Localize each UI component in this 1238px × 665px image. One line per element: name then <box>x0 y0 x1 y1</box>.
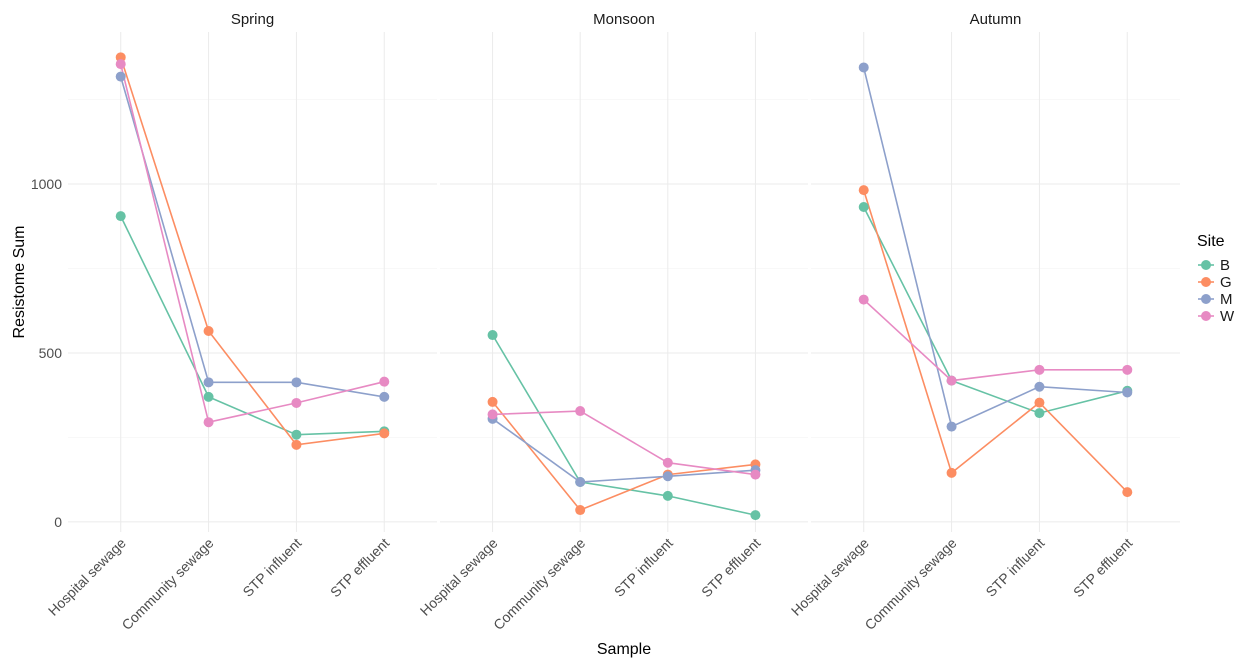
series-lines <box>119 57 1128 516</box>
data-point-W <box>115 59 126 70</box>
legend-title: Site <box>1197 233 1225 250</box>
data-point-G <box>203 325 214 336</box>
x-tick-label: STP effluent <box>327 535 393 601</box>
y-tick-label: 1000 <box>31 176 62 192</box>
data-point-W <box>379 376 390 387</box>
data-point-M <box>946 421 957 432</box>
legend-label: B <box>1220 257 1230 274</box>
legend-key-point <box>1201 294 1211 304</box>
legend-key-point <box>1201 277 1211 287</box>
data-point-G <box>291 439 302 450</box>
data-point-G <box>379 428 390 439</box>
data-point-G <box>575 505 586 516</box>
facet-label: Monsoon <box>593 11 655 28</box>
data-point-W <box>487 409 498 420</box>
data-point-M <box>291 377 302 388</box>
data-point-W <box>291 397 302 408</box>
legend-label: G <box>1220 274 1232 291</box>
data-point-B <box>662 490 673 501</box>
series-line-M-spring <box>119 76 385 398</box>
x-tick-label: Hospital sewage <box>788 535 872 619</box>
data-point-W <box>858 294 869 305</box>
x-tick-label: Community sewage <box>861 535 959 633</box>
x-tick-label: Hospital sewage <box>417 535 501 619</box>
data-point-B <box>750 510 761 521</box>
series-line-W-autumn <box>863 299 1128 382</box>
data-point-M <box>662 471 673 482</box>
data-point-G <box>1034 397 1045 408</box>
series-line-G-autumn <box>862 189 1128 493</box>
gridlines <box>68 32 1180 532</box>
data-point-M <box>379 391 390 402</box>
data-point-W <box>946 375 957 386</box>
series-line-M-monsoon <box>492 418 756 483</box>
data-point-M <box>1034 381 1045 392</box>
x-tick-label: Community sewage <box>490 535 588 633</box>
x-tick-label: STP influent <box>611 535 676 600</box>
data-point-B <box>203 391 214 402</box>
data-point-B <box>858 202 869 212</box>
x-tick-label: STP influent <box>239 535 304 600</box>
x-tick-label: STP effluent <box>698 535 764 601</box>
x-tick-label: STP effluent <box>1070 535 1136 601</box>
data-point-G <box>487 396 498 407</box>
data-point-M <box>575 477 586 487</box>
y-axis-title: Resistome Sum <box>11 226 28 339</box>
y-tick-label: 0 <box>54 514 62 530</box>
data-point-B <box>1034 408 1045 419</box>
legend-key-point <box>1201 311 1211 321</box>
series-line-G-spring <box>119 57 385 446</box>
data-point-M <box>115 71 126 82</box>
data-point-W <box>575 406 586 417</box>
data-point-G <box>858 185 869 196</box>
data-point-M <box>1122 387 1133 398</box>
series-line-G-monsoon <box>491 401 756 511</box>
series-line-B-monsoon <box>491 334 756 516</box>
series-line-M-autumn <box>862 67 1128 428</box>
data-point-W <box>203 417 214 428</box>
legend-key-point <box>1201 260 1211 270</box>
series-line-B-spring <box>119 215 385 436</box>
facet-label: Autumn <box>970 11 1022 28</box>
data-point-B <box>487 330 498 341</box>
y-tick-label: 500 <box>39 345 63 361</box>
data-point-M <box>858 62 869 73</box>
data-point-W <box>750 469 761 480</box>
legend-label: W <box>1220 308 1235 325</box>
data-point-B <box>291 429 302 440</box>
legend-label: M <box>1220 291 1233 308</box>
data-point-M <box>203 377 214 388</box>
facet-label: Spring <box>231 11 274 28</box>
series-points <box>115 52 1133 521</box>
data-point-W <box>662 457 673 468</box>
x-tick-label: STP influent <box>982 535 1047 600</box>
series-line-W-spring <box>119 63 385 424</box>
data-point-G <box>946 467 957 478</box>
series-line-W-monsoon <box>492 410 756 476</box>
data-point-W <box>1122 364 1133 375</box>
data-point-W <box>1034 364 1045 375</box>
x-tick-label: Hospital sewage <box>45 535 129 619</box>
data-point-B <box>115 211 126 222</box>
data-point-G <box>1122 487 1133 498</box>
x-tick-label: Community sewage <box>118 535 216 633</box>
x-axis-title: Sample <box>597 641 651 658</box>
series-line-B-autumn <box>862 206 1128 414</box>
